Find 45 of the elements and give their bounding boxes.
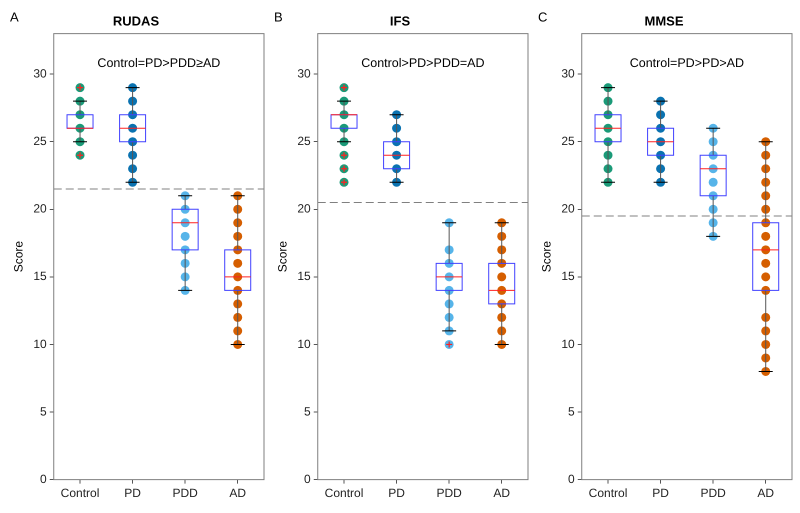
y-tick-label: 5 (40, 404, 48, 418)
x-tick-label: Control (588, 486, 628, 500)
x-tick-label: Control (60, 486, 100, 500)
y-tick-label: 30 (297, 66, 312, 80)
y-tick-label: 10 (561, 336, 576, 351)
text: A (10, 10, 19, 25)
y-tick-label: 15 (297, 269, 312, 284)
chart-title: IFS (390, 13, 410, 28)
text: B (274, 10, 283, 25)
chart-title: RUDAS (112, 13, 160, 28)
annotation: Control=PD>PD>AD (630, 56, 744, 70)
x-tick-label: PDD (172, 486, 198, 500)
y-axis-title: Score (276, 240, 290, 272)
annotation: Control=PD>PDD≥AD (97, 56, 220, 70)
x-tick-label: Control (324, 486, 364, 500)
y-tick-label: 5 (568, 404, 576, 418)
y-tick-label: 5 (304, 404, 312, 418)
x-tick-label: AD (757, 486, 774, 500)
chart-title: MMSE (644, 13, 684, 28)
x-tick-label: PDD (700, 486, 726, 500)
y-axis-title: Score (540, 240, 554, 272)
y-tick-label: 10 (33, 336, 48, 351)
annotation: Control>PD>PDD=AD (361, 56, 485, 70)
x-tick-label: PD (652, 486, 670, 500)
text: C (538, 10, 548, 25)
x-tick-label: AD (229, 486, 246, 500)
y-tick-label: 20 (33, 202, 48, 216)
y-tick-label: 25 (33, 134, 48, 148)
y-tick-label: 20 (561, 202, 576, 216)
y-axis-title: Score (12, 240, 26, 272)
y-tick-label: 25 (297, 134, 312, 148)
y-tick-label: 15 (33, 269, 48, 284)
y-tick-label: 30 (561, 66, 576, 80)
y-tick-label: 0 (568, 472, 576, 486)
x-tick-label: PDD (436, 486, 462, 500)
y-tick-label: 25 (561, 134, 576, 148)
x-tick-label: AD (493, 486, 510, 500)
y-tick-label: 0 (304, 472, 312, 486)
x-tick-label: PD (388, 486, 406, 500)
y-tick-label: 20 (297, 202, 312, 216)
y-tick-label: 10 (297, 336, 312, 351)
x-tick-label: PD (124, 486, 142, 500)
y-tick-label: 0 (40, 472, 48, 486)
y-tick-label: 15 (561, 269, 576, 284)
y-tick-label: 30 (33, 66, 48, 80)
